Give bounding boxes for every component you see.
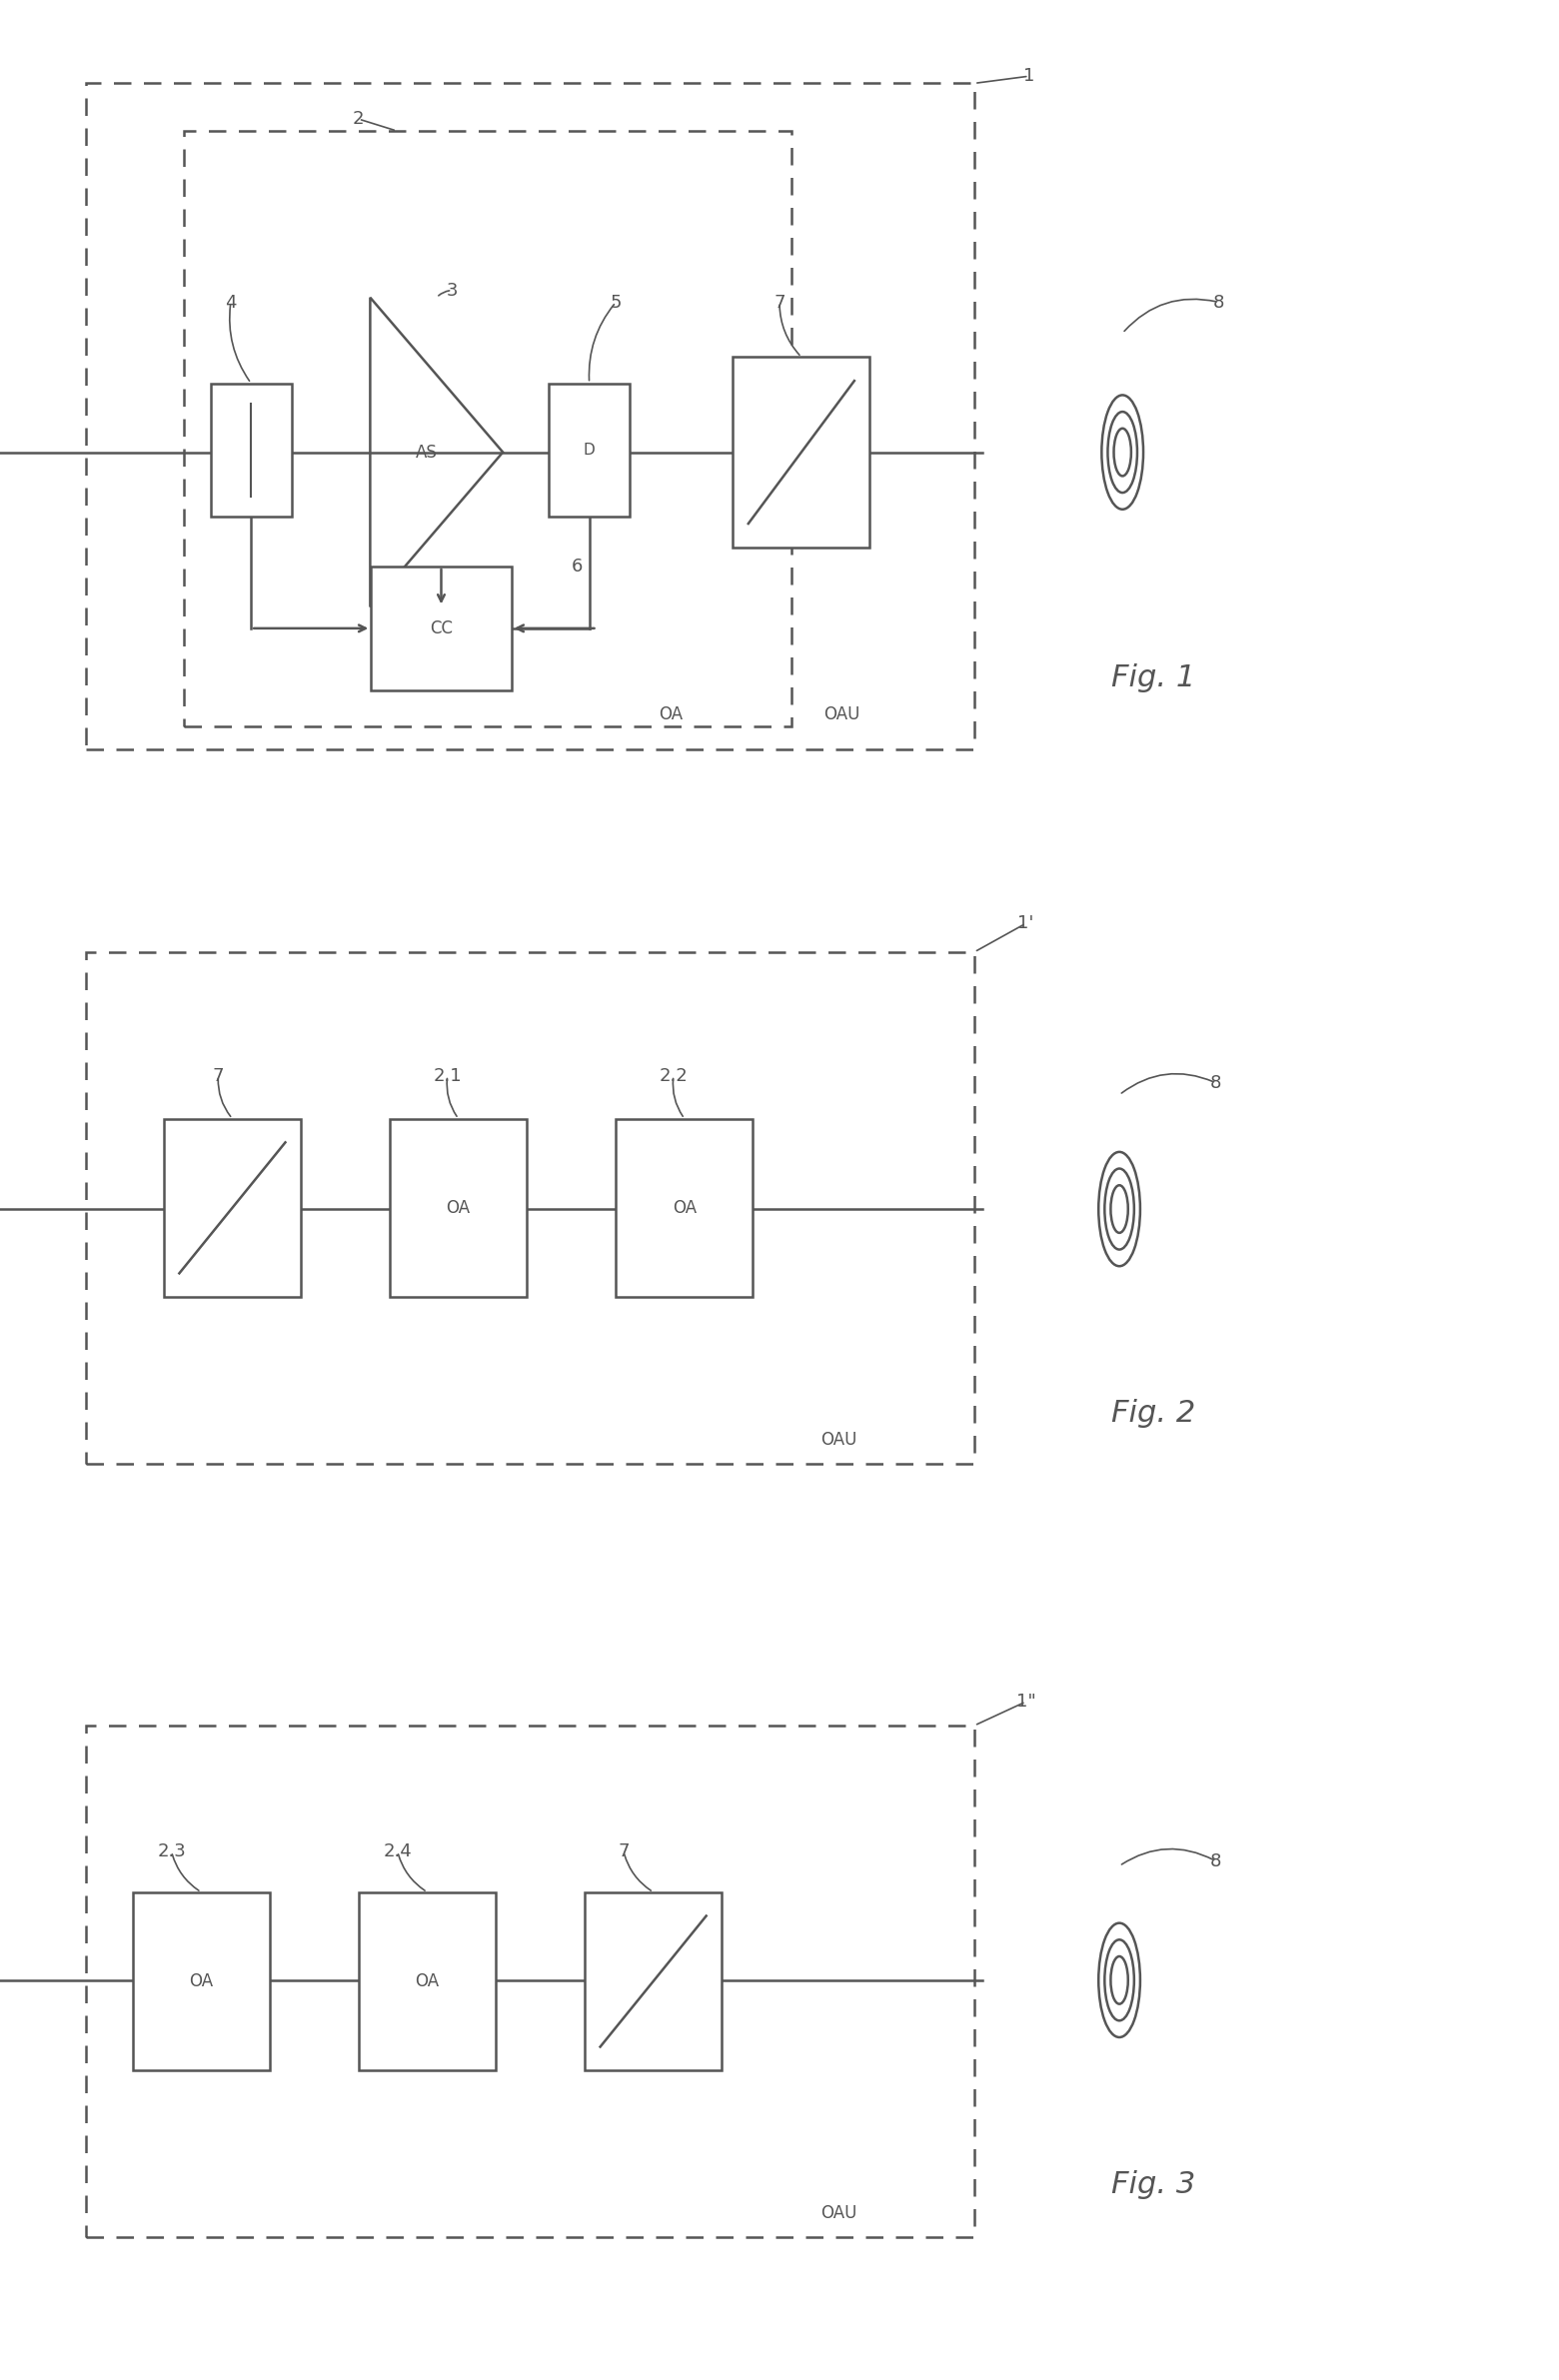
Bar: [616, 1119, 753, 1297]
Bar: [359, 1892, 496, 2071]
Text: CC: CC: [430, 619, 452, 638]
Text: 2: 2: [352, 109, 365, 129]
Text: OAU: OAU: [820, 1430, 857, 1449]
Bar: [86, 1726, 974, 2237]
Text: OA: OA: [415, 1973, 440, 1990]
Bar: [184, 131, 792, 726]
Text: OAU: OAU: [823, 704, 861, 724]
Text: OA: OA: [658, 704, 683, 724]
Text: 7: 7: [617, 1842, 630, 1861]
Text: 8: 8: [1210, 1073, 1222, 1092]
Text: 7: 7: [773, 293, 786, 312]
Text: 7: 7: [212, 1066, 224, 1085]
Bar: [371, 566, 511, 690]
Text: 8: 8: [1213, 293, 1225, 312]
Text: OAU: OAU: [820, 2204, 857, 2223]
Text: 2.4: 2.4: [384, 1842, 412, 1861]
Bar: [86, 952, 974, 1464]
Text: 8: 8: [1210, 1852, 1222, 1871]
Text: 2.3: 2.3: [157, 1842, 186, 1861]
Bar: [133, 1892, 270, 2071]
Bar: [210, 383, 292, 516]
Text: Fig. 1: Fig. 1: [1112, 664, 1196, 693]
Bar: [164, 1119, 301, 1297]
Text: 1': 1': [1018, 914, 1034, 933]
Text: 3: 3: [446, 281, 458, 300]
Bar: [585, 1892, 722, 2071]
Text: Fig. 2: Fig. 2: [1112, 1399, 1196, 1428]
Text: OA: OA: [446, 1200, 471, 1216]
Bar: [390, 1119, 527, 1297]
Text: Fig. 3: Fig. 3: [1112, 2171, 1196, 2199]
Text: OA: OA: [672, 1200, 697, 1216]
Text: D: D: [583, 443, 596, 457]
Text: 2.2: 2.2: [659, 1066, 688, 1085]
Bar: [549, 383, 630, 516]
Text: 1: 1: [1023, 67, 1035, 86]
Bar: [86, 83, 974, 750]
Text: 6: 6: [571, 557, 583, 576]
Bar: [733, 357, 870, 547]
Text: 2.1: 2.1: [433, 1066, 461, 1085]
Text: 1": 1": [1016, 1692, 1035, 1711]
Text: 5: 5: [610, 293, 622, 312]
Text: AS: AS: [416, 443, 438, 462]
Text: 4: 4: [224, 293, 237, 312]
Text: OA: OA: [189, 1973, 214, 1990]
